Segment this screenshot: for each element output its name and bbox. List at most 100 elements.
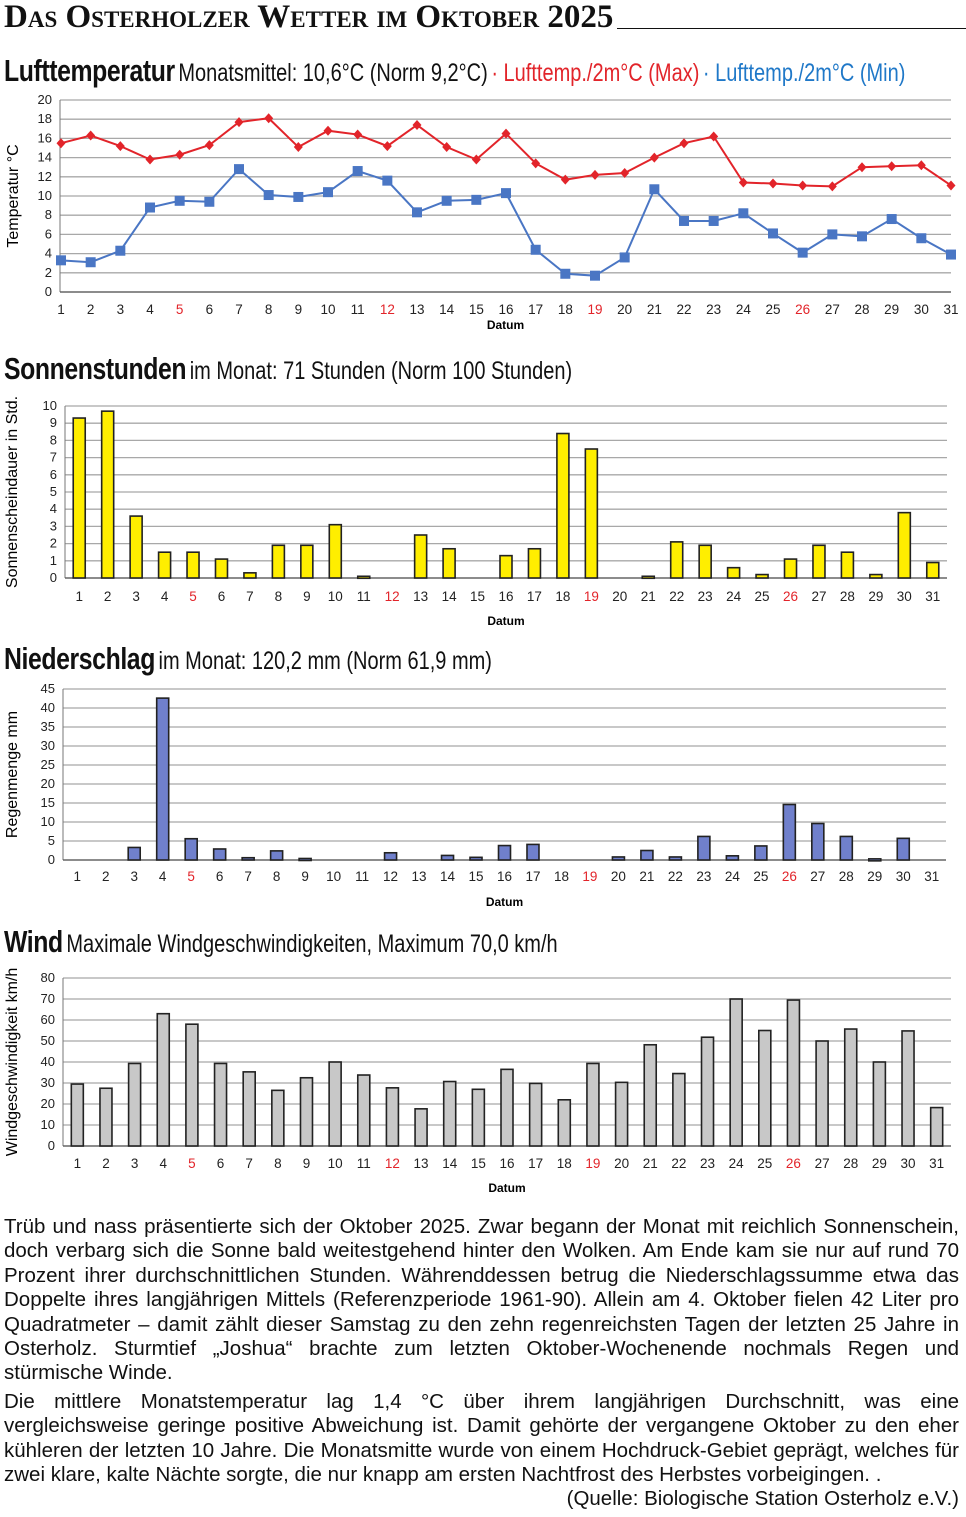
title-text: Das Osterholzer Wetter im Oktober 2025 (4, 0, 614, 35)
sun-bar (925, 561, 940, 579)
temp-xtick-label: 18 (558, 302, 573, 317)
sun-bar (413, 534, 428, 579)
rain-ytick-label: 25 (41, 757, 55, 772)
rain-ytick-label: 15 (41, 795, 55, 810)
rain-xtick-label: 11 (355, 869, 369, 884)
temp-xtick-label: 12 (380, 302, 395, 317)
min-temp-point (204, 196, 215, 207)
temp-x-axis-title: Datum (487, 318, 524, 332)
sun-ytick-label: 6 (50, 467, 57, 482)
temp-xtick-label: 29 (884, 302, 899, 317)
temp-xtick-label: 17 (528, 302, 543, 317)
sun-xtick-label: 22 (669, 589, 684, 604)
sun-xtick-label: 20 (612, 589, 627, 604)
rain-xtick-label: 30 (896, 869, 911, 884)
wind-summary: Maximale Windgeschwindigkeiten, Maximum … (66, 930, 558, 958)
sun-bar (499, 554, 513, 579)
min-temp-point (85, 257, 96, 268)
sun-xtick-label: 25 (755, 589, 770, 604)
source-credit: (Quelle: Biologische Station Osterholz e… (566, 1487, 959, 1511)
sun-bar (157, 551, 172, 579)
min-temp-point (679, 215, 689, 226)
wind-xtick-label: 24 (729, 1156, 745, 1171)
wind-xtick-label: 8 (274, 1156, 282, 1171)
min-temp-point (501, 188, 511, 199)
min-temp-point (412, 207, 422, 218)
sun-summary: im Monat: 71 Stunden (Norm 100 Stunden) (189, 357, 573, 385)
rain-bar (497, 844, 512, 861)
rain-y-axis-title: Regenmenge mm (4, 711, 21, 838)
rain-bar (640, 849, 654, 861)
wind-bar (328, 1061, 342, 1147)
wind-xtick-label: 18 (557, 1156, 572, 1171)
sun-xtick-label: 16 (498, 589, 513, 604)
min-temp-point (56, 255, 66, 266)
temp-summary: Monatsmittel: 10,6°C (Norm 9,2°C) (178, 59, 488, 87)
wind-heading: Wind Maximale Windgeschwindigkeiten, Max… (4, 925, 558, 965)
wind-bar (156, 1012, 171, 1147)
temp-xtick-label: 20 (617, 302, 632, 317)
rain-summary: im Monat: 120,2 mm (Norm 61,9 mm) (158, 647, 492, 675)
temp-xtick-label: 24 (736, 302, 752, 317)
wind-bar (700, 1036, 715, 1147)
max-temp-point (768, 178, 778, 189)
max-temp-point (946, 180, 956, 191)
rain-bar (867, 858, 882, 862)
min-temp-point (916, 233, 927, 244)
sun-xtick-label: 5 (189, 589, 197, 604)
sun-xtick-label: 2 (104, 589, 112, 604)
wind-bar (299, 1076, 314, 1147)
rain-bar (526, 843, 540, 861)
rain-xtick-label: 29 (867, 869, 882, 884)
sun-bar (72, 417, 87, 579)
temp-ytick-label: 10 (38, 188, 52, 203)
rain-heading-title: Niederschlag (4, 641, 155, 676)
temp-xtick-label: 26 (795, 302, 810, 317)
min-temp-point (738, 208, 749, 219)
rain-xtick-label: 14 (440, 869, 456, 884)
max-temp-point (560, 174, 570, 185)
wind-ytick-label: 20 (41, 1096, 55, 1111)
wind-xtick-label: 9 (303, 1156, 311, 1171)
article-paragraph-1: Trüb und nass präsentierte sich der Okto… (4, 1215, 959, 1385)
wind-xtick-label: 5 (188, 1156, 196, 1171)
wind-bar (356, 1074, 371, 1147)
temp-ytick-label: 18 (38, 111, 52, 126)
sun-bar (812, 544, 826, 579)
sun-bar (840, 551, 855, 579)
rain-bar (241, 856, 255, 861)
sun-xtick-label: 24 (726, 589, 742, 604)
temp-xtick-label: 9 (295, 302, 303, 317)
rain-bar (725, 855, 740, 861)
rain-xtick-label: 3 (130, 869, 138, 884)
temp-xtick-label: 31 (943, 302, 958, 317)
max-temp-point (531, 158, 541, 169)
sun-bar (214, 558, 229, 579)
min-temp-point (382, 175, 393, 186)
sun-bar (783, 558, 798, 579)
sun-bar (356, 575, 371, 580)
rain-xtick-label: 19 (582, 869, 597, 884)
rain-bar (754, 845, 768, 861)
wind-bar (127, 1062, 142, 1147)
rain-xtick-label: 6 (216, 869, 224, 884)
rain-ytick-label: 40 (41, 700, 55, 715)
rain-bar (782, 803, 797, 861)
rain-xtick-label: 12 (383, 869, 398, 884)
wind-bar (242, 1071, 256, 1147)
wind-ytick-label: 30 (41, 1075, 55, 1090)
sun-y-axis-title: Sonnenscheindauer in Std. (4, 396, 21, 588)
min-temp-point (946, 249, 956, 260)
min-temp-point (827, 229, 838, 240)
sun-bar (897, 511, 912, 579)
max-temp-point (679, 138, 689, 149)
min-temp-point (560, 268, 571, 279)
wind-bar (471, 1088, 486, 1147)
sun-xtick-label: 14 (442, 589, 458, 604)
max-temp-point (382, 141, 392, 152)
sun-ytick-label: 1 (50, 553, 57, 568)
max-temp-point (798, 180, 808, 191)
rain-bar (611, 856, 626, 861)
min-temp-point (352, 166, 363, 177)
article: Trüb und nass präsentierte sich der Okto… (4, 1215, 959, 1512)
